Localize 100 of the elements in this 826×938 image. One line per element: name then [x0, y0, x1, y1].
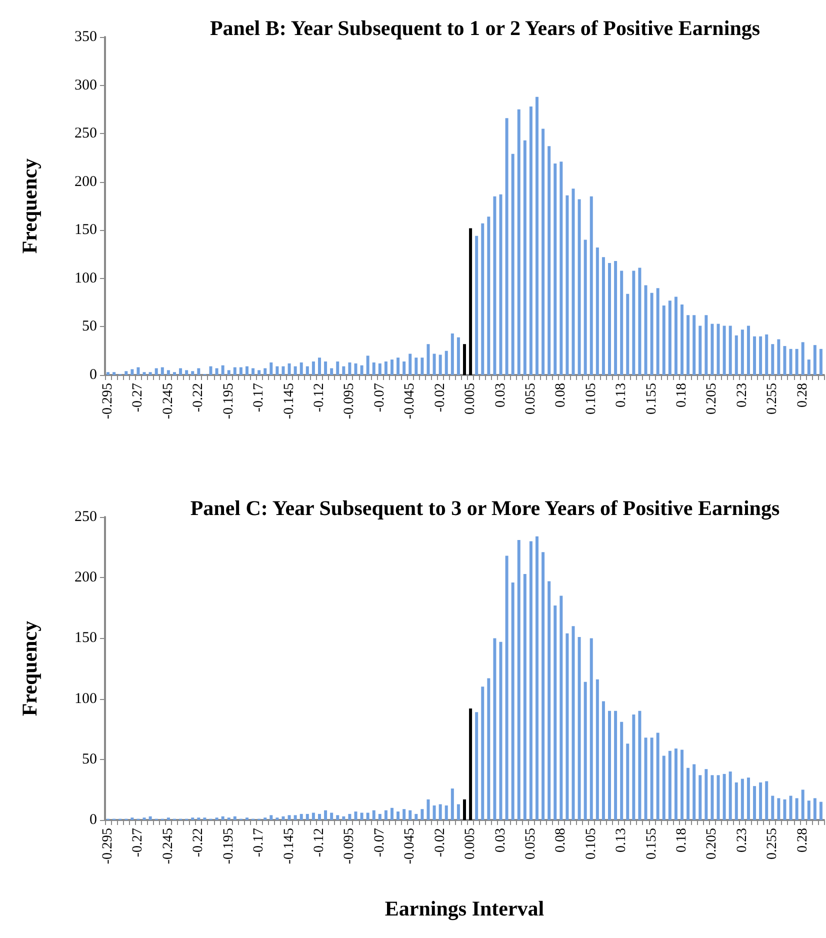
bar — [716, 775, 720, 820]
bar — [414, 358, 418, 375]
bar — [656, 732, 660, 820]
bar — [644, 738, 648, 820]
x-tick-label: -0.17 — [252, 828, 267, 858]
x-tick-label: 0.23 — [734, 383, 750, 408]
x-tick-label: -0.245 — [160, 383, 176, 420]
bar — [130, 369, 134, 375]
bar — [330, 812, 334, 820]
bar — [783, 799, 786, 820]
bar — [366, 356, 370, 375]
y-tick-label: 200 — [74, 570, 97, 586]
bar — [795, 348, 798, 375]
bar — [475, 712, 478, 820]
bar — [680, 304, 684, 375]
bar — [360, 365, 364, 375]
bar — [650, 738, 654, 820]
bar — [148, 816, 152, 820]
x-tick-label: 0.23 — [734, 828, 750, 852]
bar — [542, 552, 545, 820]
bar — [270, 815, 273, 820]
bar — [753, 786, 756, 820]
bar — [523, 574, 526, 820]
bar — [608, 262, 612, 375]
bar — [668, 300, 672, 375]
bar — [734, 335, 738, 375]
bar — [481, 223, 484, 375]
x-tick-label: -0.095 — [342, 828, 358, 864]
bar — [239, 367, 242, 375]
bar — [813, 798, 816, 820]
bar — [354, 363, 358, 375]
bar — [493, 638, 496, 820]
bar — [789, 348, 792, 375]
bar — [801, 342, 804, 375]
bar — [548, 146, 551, 375]
bar — [215, 368, 218, 375]
x-tick-label: 0.155 — [644, 383, 660, 414]
bar — [456, 337, 460, 375]
bar — [759, 336, 762, 375]
bar — [722, 326, 726, 375]
bar — [542, 128, 545, 375]
x-tick-label: 0.055 — [523, 828, 538, 860]
x-tick-label: 0.055 — [523, 383, 538, 414]
bar — [444, 350, 448, 375]
bar — [348, 814, 352, 820]
chart-title: Panel B: Year Subsequent to 1 or 2 Years of Positive Earnings — [210, 16, 760, 40]
x-tick-label: -0.07 — [372, 828, 388, 858]
x-tick-label: -0.02 — [432, 383, 448, 412]
bar — [312, 812, 315, 820]
bar — [536, 96, 539, 375]
x-tick-label: 0.205 — [704, 383, 720, 414]
bar — [221, 365, 224, 375]
bar — [160, 367, 164, 375]
bar — [348, 362, 352, 375]
bar — [765, 334, 768, 375]
x-tick-label: -0.22 — [191, 383, 206, 412]
bar — [432, 354, 436, 375]
bar — [716, 324, 720, 375]
x-tick-label: -0.12 — [312, 383, 327, 412]
bar — [300, 362, 303, 375]
bar — [432, 805, 436, 820]
y-tick-label: 200 — [74, 174, 97, 190]
bar — [674, 296, 678, 375]
bar — [378, 814, 382, 820]
x-tick-label: 0.005 — [463, 383, 478, 414]
x-axis-title: Earnings Interval — [384, 896, 544, 920]
bar — [493, 196, 496, 375]
bar — [722, 774, 726, 820]
y-tick-label: 100 — [74, 690, 97, 707]
bar — [740, 778, 744, 820]
bar — [578, 636, 581, 820]
bar — [728, 326, 732, 375]
bar — [221, 816, 224, 820]
bar — [523, 140, 526, 375]
bar — [602, 701, 605, 820]
bar — [710, 324, 714, 375]
bar — [258, 370, 261, 375]
bar — [566, 195, 569, 375]
bar — [414, 814, 418, 820]
bar — [366, 812, 370, 820]
bar — [330, 368, 334, 375]
bar — [142, 372, 146, 375]
bar — [312, 361, 315, 375]
bar — [614, 261, 618, 375]
bar — [336, 815, 340, 820]
bar — [777, 339, 780, 375]
bar — [554, 164, 557, 375]
bar — [632, 270, 636, 375]
bar — [680, 750, 684, 820]
bar — [469, 228, 472, 375]
y-tick-label: 50 — [82, 318, 97, 335]
x-tick-label: 0.28 — [795, 828, 810, 852]
x-tick-label: 0.18 — [674, 383, 690, 408]
bar — [807, 360, 810, 375]
bar — [288, 815, 291, 820]
bar — [227, 370, 230, 375]
y-tick-label: 300 — [74, 77, 97, 94]
x-tick-label: -0.295 — [100, 828, 116, 864]
bar — [384, 810, 388, 820]
bar — [662, 756, 666, 820]
